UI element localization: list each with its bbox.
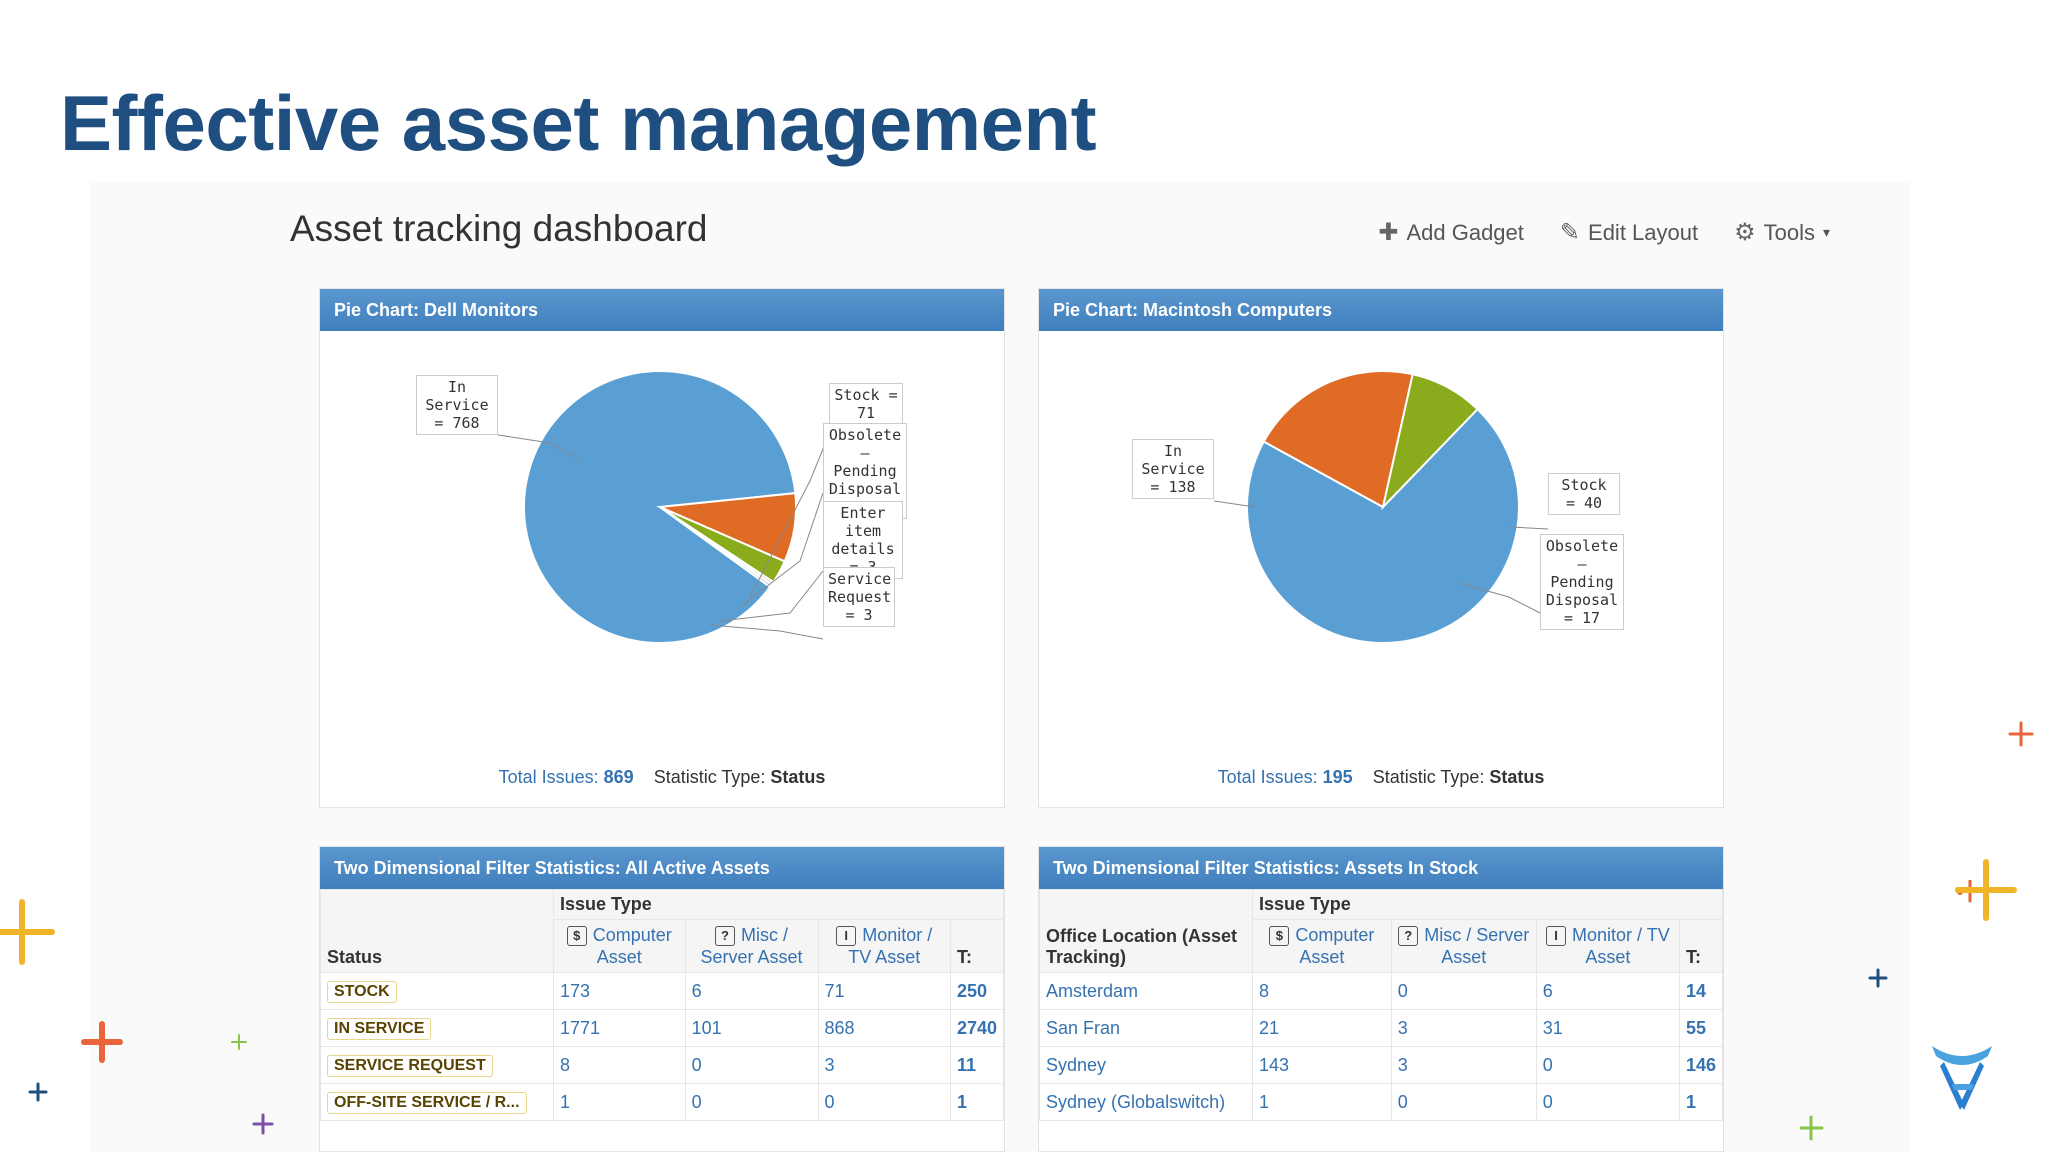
row-label[interactable]: San Fran [1039,1009,1253,1048]
column-header[interactable]: I Monitor / TV Asset [1535,918,1680,974]
total-cell[interactable]: 2740 [949,1009,1004,1048]
monitor-icon: I [836,926,857,947]
decorative-plus-signs-right [1800,721,2034,1141]
tools-menu[interactable]: ⚙ Tools ▾ [1734,218,1830,247]
count-cell[interactable]: 0 [1535,1083,1680,1122]
table-gadget-stock: Two Dimensional Filter Statistics: Asset… [1038,846,1724,1152]
total-cell[interactable]: 1 [1678,1083,1723,1122]
table-gadget-active-assets: Two Dimensional Filter Statistics: All A… [319,846,1005,1152]
table-row: STOCK 173 6 71 250 [320,972,1004,1011]
edit-layout-button[interactable]: ✎ Edit Layout [1560,218,1698,247]
gadget-header[interactable]: Two Dimensional Filter Statistics: Asset… [1039,847,1723,889]
leader-line [1458,582,1541,614]
decorative-plus-signs [0,880,1984,1135]
total-cell[interactable]: 1 [949,1083,1004,1122]
caret-down-icon: ▾ [1822,224,1830,240]
column-header[interactable]: ? Misc / Server Asset [1390,918,1537,974]
gear-icon: ⚙ [1734,219,1756,246]
table-row: IN SERVICE 1771 101 868 2740 [320,1009,1004,1048]
dashboard-screenshot: Asset tracking dashboard ✚ Add Gadget ✎ … [90,182,1910,1152]
pie-label-service-request: Service Request = 3 [823,567,895,627]
pie-label-in-service: In Service = 768 [416,375,498,435]
dollar-icon: $ [1269,926,1290,947]
add-gadget-label: Add Gadget [1406,219,1524,245]
leader-line [497,434,583,462]
add-gadget-button[interactable]: ✚ Add Gadget [1378,218,1524,247]
pie-footer: Total Issues: 869 Statistic Type: Status [498,767,826,787]
column-header: T: [949,918,1004,974]
table-row: SERVICE REQUEST 8 0 3 11 [320,1046,1004,1085]
slide-title: Effective asset management [60,79,1097,167]
count-cell[interactable]: 1 [1252,1083,1392,1122]
row-label[interactable]: Amsterdam [1039,972,1253,1011]
monitor-icon: I [1546,926,1566,947]
count-cell[interactable]: 31 [1535,1009,1680,1048]
pie-gadget-mac: Pie Chart: Macintosh Computers In Servic… [1038,288,1724,808]
pie-slice-in-service[interactable] [1246,407,1520,644]
leader-line [709,624,824,640]
plus-icon: ✚ [1378,219,1399,246]
count-cell[interactable]: 868 [817,1009,951,1048]
total-cell[interactable]: 146 [1678,1046,1723,1085]
table-row: Sydney (Globalswitch) 1 0 0 1 [1039,1083,1723,1122]
total-cell[interactable]: 11 [949,1046,1004,1085]
stats-table: Status Issue Type $ Computer Asset? Misc /… [320,888,1004,1122]
gadget-header[interactable]: Pie Chart: Macintosh Computers [1039,289,1723,331]
column-header[interactable]: $ Computer Asset [1252,918,1392,974]
pie-slice-stock[interactable] [1262,370,1414,509]
count-cell[interactable]: 8 [553,1046,686,1085]
leader-line [1510,526,1549,530]
question-icon: ? [1398,926,1419,947]
count-cell[interactable]: 101 [684,1009,819,1048]
dollar-icon: $ [566,926,587,947]
leader-line [739,492,824,608]
column-header: T: [1678,918,1723,974]
pie-chart-mac [1213,370,1549,644]
column-header[interactable]: I Monitor / TV Asset [817,918,951,974]
row-header: Status [320,888,554,974]
count-cell[interactable]: 1 [553,1083,686,1122]
dashboard-toolbar: ✚ Add Gadget ✎ Edit Layout ⚙ Tools ▾ [1378,218,1830,247]
total-cell[interactable]: 55 [1678,1009,1723,1048]
column-header[interactable]: $ Computer Asset [553,918,686,974]
row-label[interactable]: OFF-SITE SERVICE / R... [320,1083,554,1122]
pie-footer: Total Issues: 195 Statistic Type: Status [1217,767,1545,787]
count-cell[interactable]: 6 [1535,972,1680,1011]
stats-table: Office Location (Asset Tracking) Issue T… [1039,888,1723,1122]
row-label[interactable]: Sydney (Globalswitch) [1039,1083,1253,1122]
table-row: OFF-SITE SERVICE / R... 1 0 0 1 [320,1083,1004,1122]
count-cell[interactable]: 3 [1390,1046,1537,1085]
count-cell[interactable]: 0 [1390,1083,1537,1122]
tools-label: Tools [1763,219,1815,245]
count-cell[interactable]: 21 [1252,1009,1392,1048]
count-cell[interactable]: 173 [553,972,686,1011]
total-issues-link[interactable]: Total Issues: 195 [1217,767,1353,787]
pie-label-stock: Stock = 40 [1548,473,1620,515]
total-issues-link[interactable]: Total Issues: 869 [498,767,634,787]
gadget-header[interactable]: Two Dimensional Filter Statistics: All A… [320,847,1004,889]
gadget-header[interactable]: Pie Chart: Dell Monitors [320,289,1004,331]
table-row: San Fran 21 3 31 55 [1039,1009,1723,1048]
pie-slice-service-request[interactable] [659,506,774,589]
edit-layout-label: Edit Layout [1588,219,1699,245]
count-cell[interactable]: 0 [817,1083,951,1122]
pie-chart-dell [497,370,828,644]
pencil-icon: ✎ [1559,219,1581,246]
leader-line [1213,500,1256,508]
leader-line [719,570,824,622]
pie-slice-obsolete-pending-disposal[interactable] [1381,373,1479,511]
leader-line [749,438,828,598]
count-cell[interactable]: 71 [817,972,951,1011]
dashboard-title: Asset tracking dashboard [290,208,708,249]
atlassian-logo [1932,1046,1992,1110]
row-header: Office Location (Asset Tracking) [1039,888,1253,974]
row-label[interactable]: IN SERVICE [320,1009,554,1048]
pie-label-in-service: In Service = 138 [1132,439,1214,499]
pie-gadget-dell: Pie Chart: Dell Monitors In Service = 76… [319,288,1005,808]
group-header: Issue Type [553,889,1004,920]
total-cell[interactable]: 250 [949,972,1004,1011]
pie-label-obsolete: Obsolete – Pending Disposal = 17 [1540,534,1624,630]
pie-label-stock: Stock = 71 [829,383,903,425]
